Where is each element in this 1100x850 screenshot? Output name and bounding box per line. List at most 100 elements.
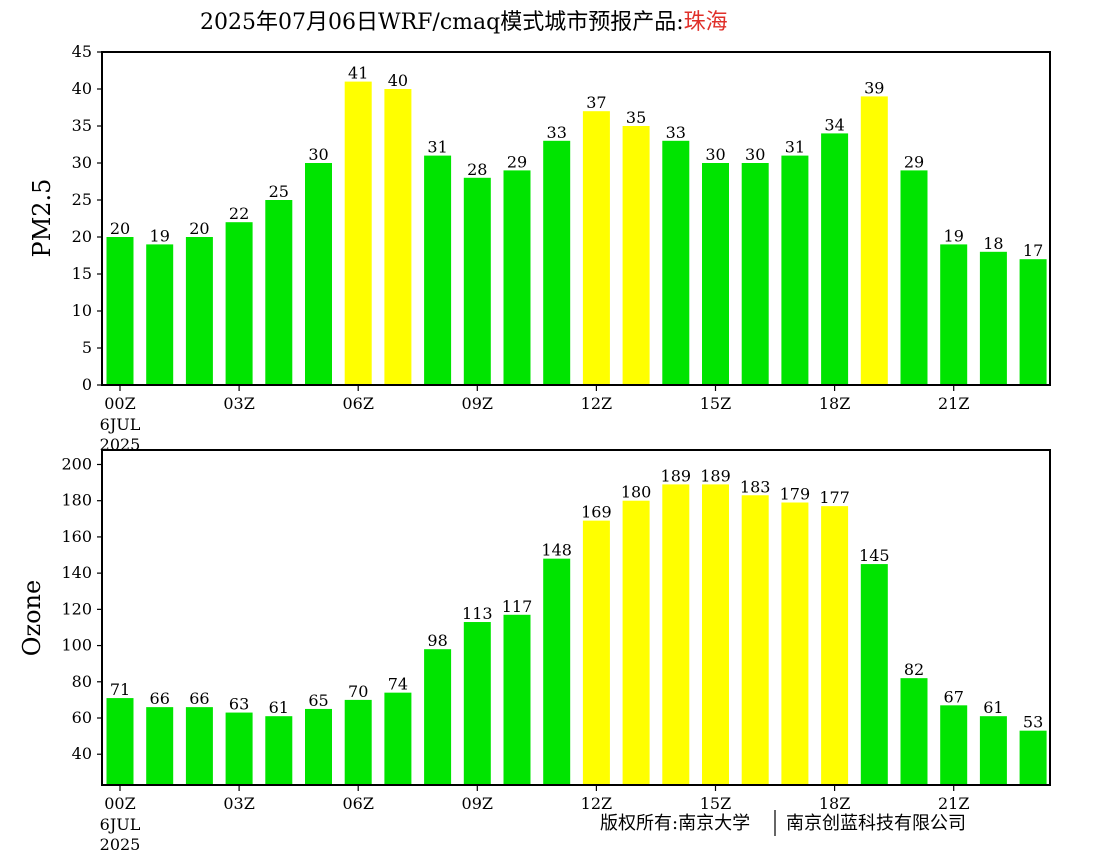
- pm25-bar-16: [741, 163, 769, 385]
- ozone-data-label-13: 180: [621, 483, 652, 502]
- ozone-bar-11: [543, 558, 571, 785]
- pm25-bar-1: [146, 244, 174, 385]
- pm25-bar-0: [106, 237, 134, 385]
- pm25-bar-14: [662, 140, 690, 385]
- pm25-x-tick-label: 09Z: [462, 394, 493, 413]
- pm25-y-tick-label: 5: [82, 338, 92, 357]
- ozone-x-tick-label: 15Z: [700, 794, 731, 813]
- ozone-data-label-1: 66: [150, 689, 170, 708]
- ozone-bar-22: [979, 716, 1007, 785]
- ozone-x-tick-label: 18Z: [819, 794, 850, 813]
- ozone-bar-6: [344, 699, 372, 785]
- ozone-y-axis-label: Ozone: [18, 580, 46, 656]
- pm25-y-axis-label: PM2.5: [28, 179, 56, 258]
- pm25-y-tick-label: 15: [72, 264, 92, 283]
- pm25-date-label: 2025: [100, 435, 141, 454]
- ozone-bar-16: [741, 495, 769, 785]
- ozone-bar-7: [384, 692, 412, 785]
- pm25-bar-17: [781, 155, 809, 385]
- ozone-plot-frame: [101, 449, 1051, 786]
- ozone-bar-3: [225, 712, 253, 785]
- ozone-date-label: 6JUL: [100, 815, 141, 834]
- pm25-data-label-21: 19: [944, 226, 964, 245]
- pm25-bar-9: [463, 177, 491, 385]
- ozone-x-tick-label: 06Z: [342, 794, 373, 813]
- ozone-data-label-12: 169: [581, 503, 612, 522]
- ozone-data-label-11: 148: [541, 541, 572, 560]
- pm25-bar-23: [1019, 259, 1047, 385]
- ozone-bar-18: [821, 506, 849, 785]
- pm25-data-label-13: 35: [626, 108, 646, 127]
- ozone-bar-2: [185, 707, 213, 785]
- pm25-bar-8: [424, 155, 452, 385]
- pm25-x-tick-label: 06Z: [342, 394, 373, 413]
- ozone-y-tick-label: 160: [61, 527, 92, 546]
- pm25-x-tick-label: 18Z: [819, 394, 850, 413]
- ozone-data-label-20: 82: [904, 660, 924, 679]
- pm25-y-tick-label: 10: [72, 301, 92, 320]
- pm25-y-tick-label: 25: [72, 190, 92, 209]
- ozone-bar-17: [781, 502, 809, 785]
- ozone-bar-12: [582, 520, 610, 785]
- pm25-data-label-10: 29: [507, 152, 527, 171]
- ozone-y-tick-label: 200: [61, 454, 92, 473]
- title-city: 珠海: [684, 10, 728, 35]
- pm25-data-label-9: 28: [467, 160, 487, 179]
- pm25-data-label-23: 17: [1023, 241, 1043, 260]
- pm25-bar-10: [503, 170, 531, 385]
- pm25-x-tick-label: 00Z: [104, 394, 135, 413]
- ozone-bar-10: [503, 614, 531, 785]
- chart-title: 2025年07月06日WRF/cmaq模式城市预报产品:珠海: [200, 10, 728, 35]
- ozone-panel: 71 66 66 63 61 65 70 74 98 113 117 148 169 180 189 189 1…: [18, 449, 1051, 850]
- pm25-data-label-5: 30: [308, 145, 328, 164]
- ozone-bar-4: [265, 716, 293, 785]
- ozone-data-label-2: 66: [189, 689, 209, 708]
- pm25-bar-22: [979, 251, 1007, 385]
- pm25-bar-20: [900, 170, 928, 385]
- ozone-x-tick-label: 03Z: [223, 794, 254, 813]
- pm25-bar-19: [860, 96, 888, 386]
- pm25-bar-5: [305, 163, 332, 385]
- ozone-bar-13: [622, 500, 650, 785]
- pm25-bar-18: [821, 133, 849, 385]
- ozone-data-label-3: 63: [229, 695, 249, 714]
- pm25-bar-13: [622, 126, 650, 385]
- ozone-data-label-23: 53: [1023, 713, 1043, 732]
- ozone-bar-1: [146, 707, 174, 785]
- copyright-right: 南京创蓝科技有限公司: [786, 813, 966, 834]
- ozone-y-tick-label: 140: [61, 563, 92, 582]
- ozone-data-label-0: 71: [110, 680, 130, 699]
- pm25-bar-15: [702, 163, 729, 385]
- ozone-data-label-19: 145: [859, 546, 890, 565]
- ozone-bar-23: [1019, 730, 1047, 785]
- ozone-bar-9: [463, 622, 491, 785]
- pm25-x-tick-label: 12Z: [581, 394, 612, 413]
- ozone-data-label-22: 61: [983, 698, 1003, 717]
- pm25-data-label-16: 30: [745, 145, 765, 164]
- pm25-bar-2: [185, 237, 213, 385]
- ozone-bar-14: [662, 484, 690, 785]
- ozone-data-label-16: 183: [740, 477, 771, 496]
- pm25-bar-6: [344, 81, 372, 385]
- pm25-bar-4: [265, 200, 293, 385]
- ozone-data-label-6: 70: [348, 682, 368, 701]
- pm25-data-label-19: 39: [864, 78, 884, 97]
- pm25-data-label-8: 31: [427, 138, 447, 157]
- pm25-bar-12: [582, 111, 610, 385]
- pm25-y-tick-label: 30: [72, 153, 92, 172]
- pm25-data-label-17: 31: [785, 138, 805, 157]
- pm25-data-label-22: 18: [983, 234, 1003, 253]
- pm25-x-tick-label: 21Z: [938, 394, 969, 413]
- ozone-y-tick-label: 40: [72, 744, 92, 763]
- pm25-data-label-3: 22: [229, 204, 249, 223]
- pm25-bar-11: [543, 140, 571, 385]
- pm25-data-label-6: 41: [348, 64, 368, 83]
- pm25-data-label-12: 37: [586, 93, 606, 112]
- pm25-plot-frame: [101, 51, 1051, 386]
- ozone-data-label-15: 189: [700, 466, 731, 485]
- pm25-data-label-15: 30: [705, 145, 725, 164]
- ozone-bar-8: [424, 649, 452, 785]
- ozone-x-tick-label: 09Z: [462, 794, 493, 813]
- pm25-data-label-2: 20: [189, 219, 209, 238]
- pm25-bar-3: [225, 222, 253, 385]
